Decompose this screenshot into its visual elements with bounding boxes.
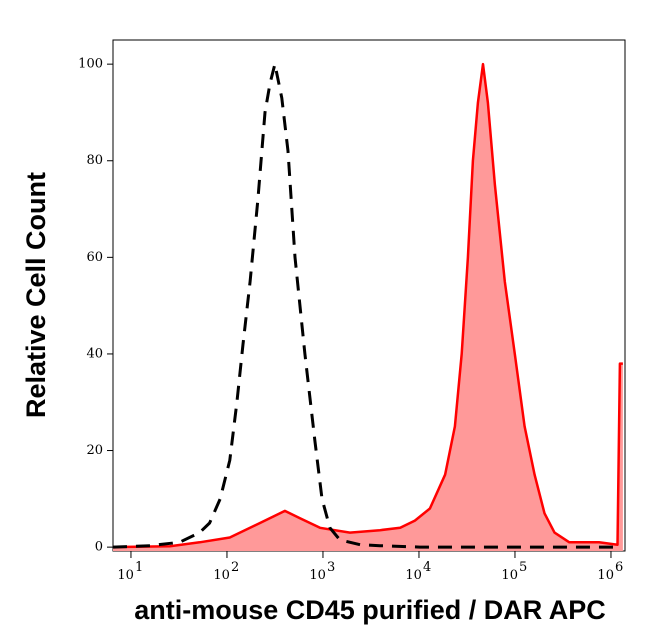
x-tick-label-group: 103 <box>309 560 335 583</box>
y-tick-label: 20 <box>86 443 103 458</box>
x-tick-exponent: 1 <box>135 560 143 575</box>
plot-frame <box>112 39 626 552</box>
y-tick-label: 60 <box>86 250 103 265</box>
x-tick-exponent: 5 <box>519 560 527 575</box>
x-tick-label: 10 <box>213 568 230 583</box>
x-tick-label: 10 <box>501 568 518 583</box>
y-tick-label: 0 <box>95 540 103 555</box>
series-line <box>112 62 615 549</box>
x-tick-exponent: 4 <box>423 560 431 575</box>
x-tick-label: 10 <box>117 568 134 583</box>
y-axis-title: Relative Cell Count <box>21 172 51 418</box>
y-tick-label: 100 <box>78 57 103 72</box>
x-tick-exponent: 3 <box>327 560 335 575</box>
x-tick-label-group: 106 <box>597 560 623 583</box>
y-tick-label: 80 <box>86 153 103 168</box>
series-area <box>113 64 623 551</box>
x-axis-title: anti-mouse CD45 purified / DAR APC <box>134 595 606 625</box>
x-tick-label: 10 <box>405 568 422 583</box>
x-tick-label: 10 <box>309 568 326 583</box>
series-line <box>112 62 623 549</box>
y-tick-label: 40 <box>86 346 103 361</box>
x-tick-label-group: 105 <box>501 560 527 583</box>
x-tick-exponent: 2 <box>231 560 239 575</box>
x-tick-label-group: 104 <box>405 560 431 583</box>
x-tick-exponent: 6 <box>615 560 623 575</box>
x-tick-label: 10 <box>597 568 614 583</box>
x-tick-label-group: 102 <box>213 560 239 583</box>
x-tick-label-group: 101 <box>117 560 143 583</box>
